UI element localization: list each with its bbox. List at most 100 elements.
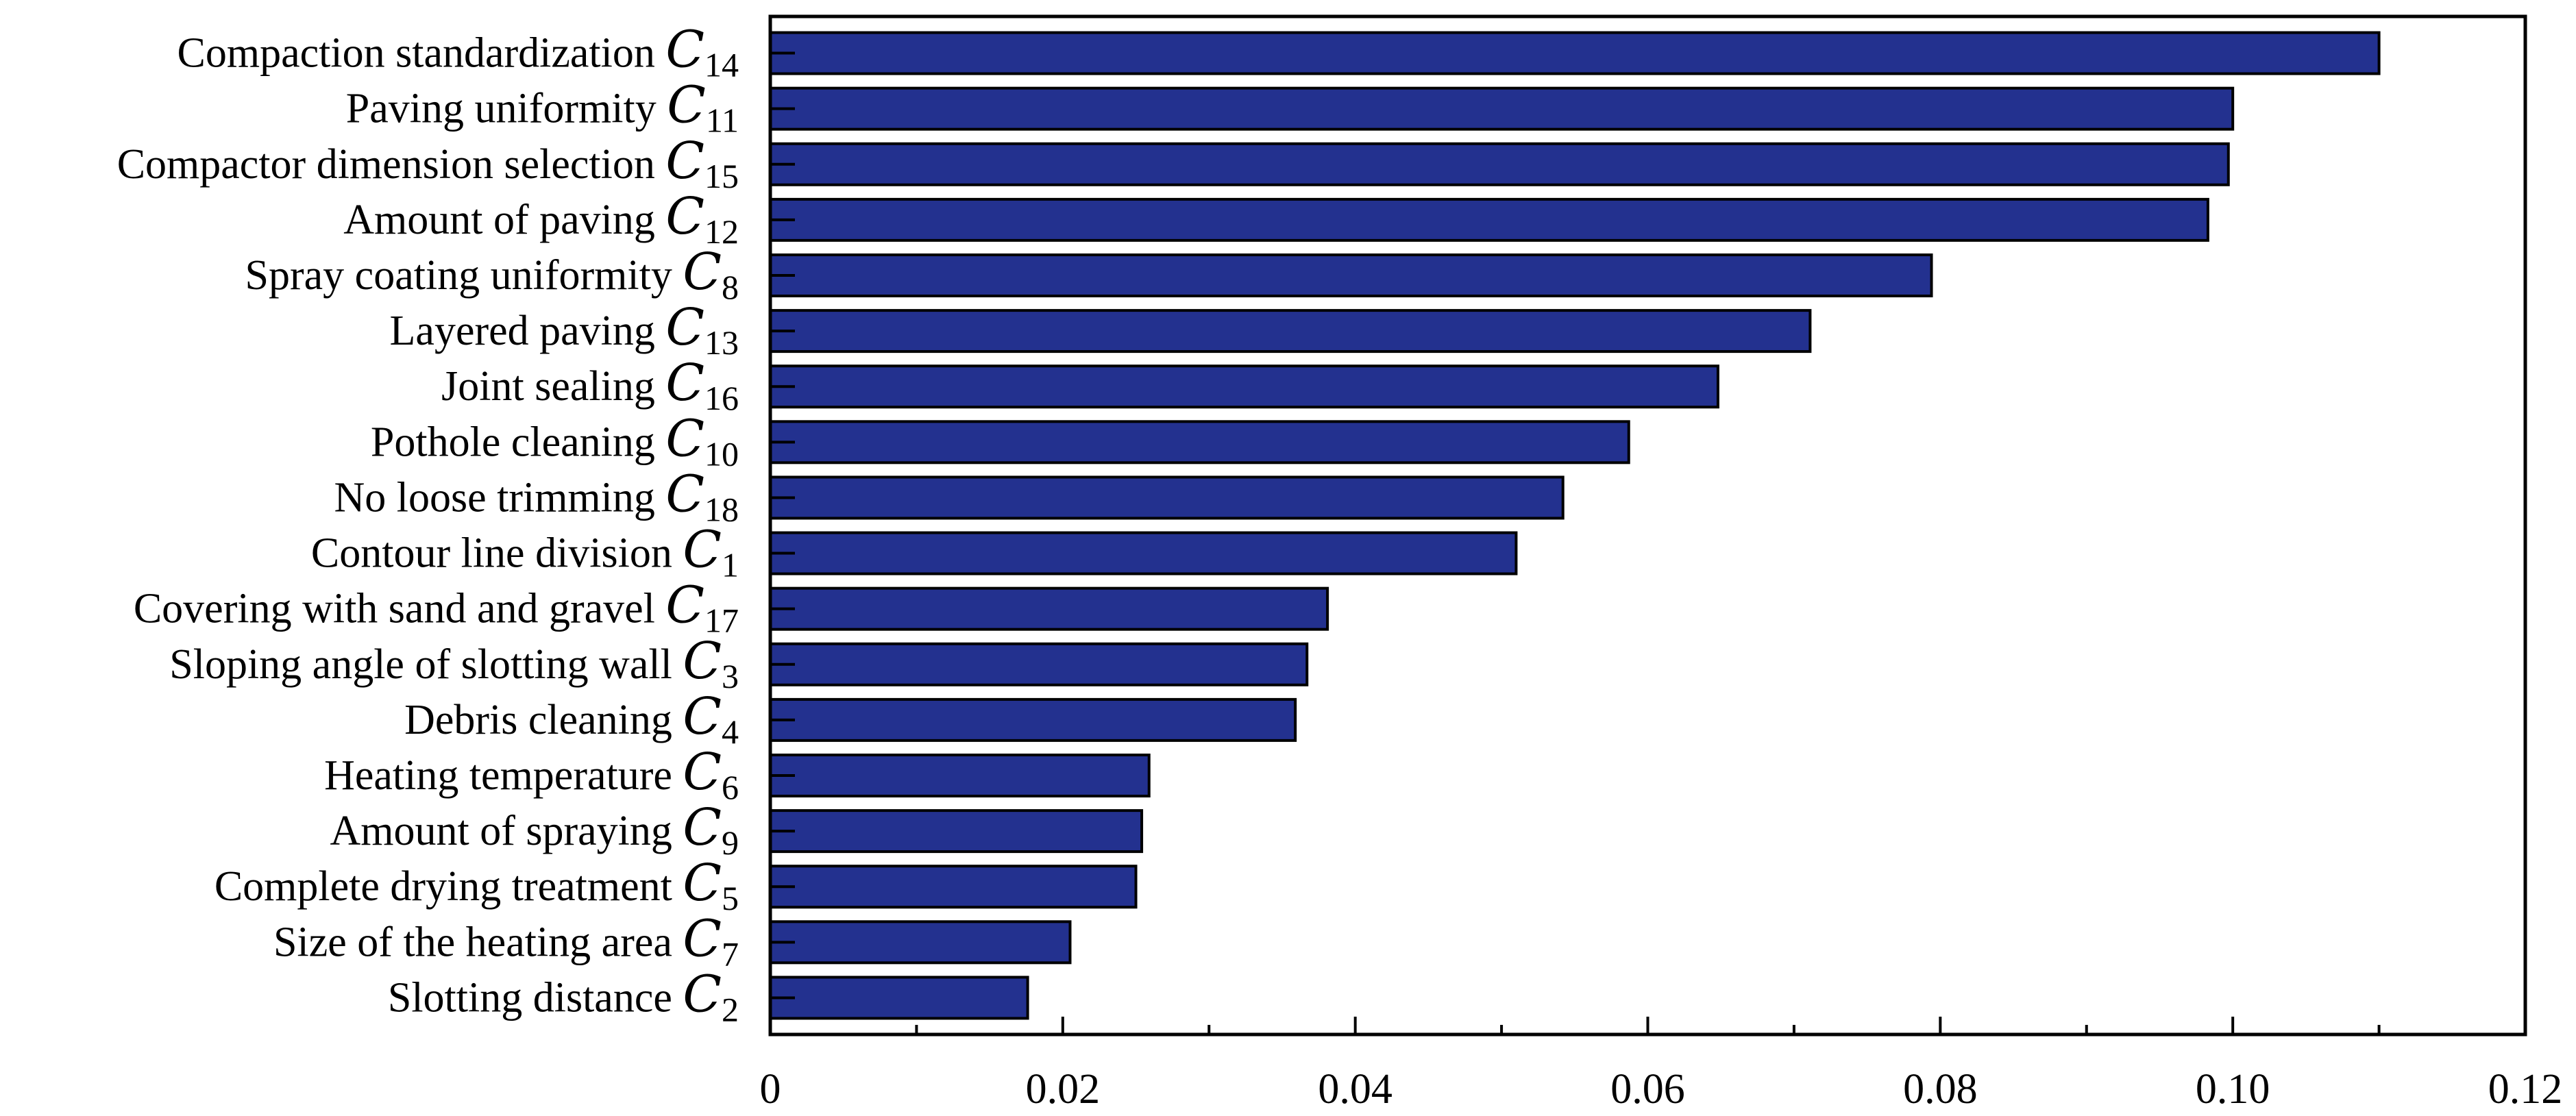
category-label-text: Paving uniformity (346, 86, 667, 132)
category-label-text: Heating temperature (324, 752, 683, 799)
bar-c18 (769, 475, 1565, 520)
category-label-symbol: C (683, 909, 722, 968)
category-label-symbol: C (683, 521, 722, 580)
category-label-symbol: C (665, 464, 704, 523)
category-label-symbol: C (665, 576, 704, 635)
category-label: Debris cleaning C4 (404, 687, 739, 751)
category-label-symbol: C (665, 187, 704, 246)
category-label-text: Complete drying treatment (214, 863, 683, 910)
category-label-subscript: 3 (722, 657, 739, 695)
category-label: Contour line division C1 (311, 521, 739, 584)
bar-c2 (769, 976, 1029, 1020)
category-label: Amount of spraying C9 (330, 798, 739, 862)
category-label-subscript: 10 (704, 434, 739, 473)
bar-c6 (769, 754, 1151, 797)
category-label: Compaction standardization C14 (177, 21, 739, 84)
category-label-text: Size of the heating area (273, 919, 683, 965)
category-label-subscript: 7 (722, 934, 739, 973)
category-label: Joint sealing C16 (441, 354, 739, 417)
category-label-symbol: C (683, 854, 722, 913)
category-label-symbol: C (683, 743, 722, 802)
category-label-subscript: 9 (722, 823, 739, 862)
bar-c3 (769, 642, 1309, 686)
category-label: Paving uniformity C11 (346, 76, 739, 140)
category-label-symbol: C (665, 409, 704, 468)
category-label-text: Pothole cleaning (371, 419, 665, 465)
bar-c4 (769, 697, 1297, 742)
category-label: Layered paving C13 (390, 298, 739, 362)
category-label-text: Layered paving (390, 308, 666, 354)
category-label-text: Joint sealing (441, 363, 665, 410)
category-label-symbol: C (683, 687, 722, 746)
bar-c9 (769, 809, 1144, 854)
category-label-subscript: 6 (722, 768, 739, 806)
category-label-text: Slotting distance (388, 974, 683, 1021)
category-label-subscript: 5 (722, 879, 739, 917)
category-label-text: Amount of paving (343, 197, 665, 243)
category-label-symbol: C (683, 965, 722, 1024)
x-tick-label: 0.08 (1903, 1066, 1978, 1113)
category-label-symbol: C (667, 76, 706, 135)
x-tick-label: 0.10 (2196, 1066, 2270, 1113)
ticks-layer: 0 0.02 0.04 0.06 0.08 0.10 0.12 (760, 51, 2563, 1113)
category-label: Spray coating uniformity C8 (245, 243, 739, 306)
bar-c15 (769, 142, 2230, 186)
category-label-text: Covering with sand and gravel (134, 586, 666, 632)
category-label: Pothole cleaning C10 (371, 409, 739, 473)
x-tick-label: 0.12 (2488, 1066, 2563, 1113)
bar-c5 (769, 865, 1138, 909)
category-label: Covering with sand and gravel C17 (134, 576, 739, 640)
category-label-subscript: 15 (704, 157, 739, 195)
category-label-text: Spray coating uniformity (245, 252, 683, 299)
category-label-symbol: C (683, 632, 722, 691)
category-label-text: Compactor dimension selection (117, 141, 666, 188)
category-label-symbol: C (683, 243, 722, 301)
category-label-subscript: 17 (704, 602, 739, 640)
category-label: Complete drying treatment C5 (214, 854, 739, 917)
category-label: Amount of paving C12 (343, 187, 739, 251)
category-label-symbol: C (665, 21, 704, 79)
x-tick-label: 0.04 (1318, 1066, 1393, 1113)
category-label-subscript: 12 (704, 212, 739, 251)
category-label-symbol: C (683, 798, 722, 857)
category-label: No loose trimming C18 (334, 464, 739, 528)
category-label-text: No loose trimming (334, 474, 665, 521)
category-label-text: Sloping angle of slotting wall (169, 641, 683, 688)
category-label-subscript: 18 (704, 490, 739, 528)
category-label-symbol: C (665, 298, 704, 357)
category-label-subscript: 11 (706, 101, 739, 140)
category-label-text: Debris cleaning (404, 697, 683, 743)
category-label-subscript: 1 (722, 546, 739, 584)
bar-c17 (769, 586, 1329, 631)
bar-c7 (769, 920, 1072, 965)
bar-c14 (769, 31, 2381, 75)
category-label-subscript: 13 (704, 323, 739, 362)
bar-c13 (769, 309, 1812, 354)
category-label: Compactor dimension selection C15 (117, 132, 739, 195)
bar-c11 (769, 86, 2235, 131)
category-label-text: Amount of spraying (330, 808, 683, 854)
category-label-subscript: 8 (722, 268, 739, 306)
bar-c8 (769, 253, 1933, 297)
category-label: Heating temperature C6 (324, 743, 739, 806)
category-label-subscript: 4 (722, 712, 739, 751)
bar-c1 (769, 531, 1518, 575)
bar-c10 (769, 420, 1630, 464)
category-label-text: Contour line division (311, 530, 683, 577)
category-label-symbol: C (665, 132, 704, 190)
category-label-text: Compaction standardization (177, 30, 666, 77)
category-label: Sloping angle of slotting wall C3 (169, 632, 739, 695)
x-tick-label: 0.02 (1026, 1066, 1101, 1113)
x-tick-label: 0.06 (1610, 1066, 1685, 1113)
bar-c12 (769, 197, 2209, 242)
category-label-symbol: C (665, 354, 704, 412)
bars-layer (769, 31, 2381, 1020)
category-label: Size of the heating area C7 (273, 909, 739, 973)
x-tick-label: 0 (760, 1066, 781, 1113)
bar-c16 (769, 364, 1719, 409)
category-label-subscript: 14 (704, 46, 739, 84)
category-label-subscript: 2 (722, 990, 739, 1028)
